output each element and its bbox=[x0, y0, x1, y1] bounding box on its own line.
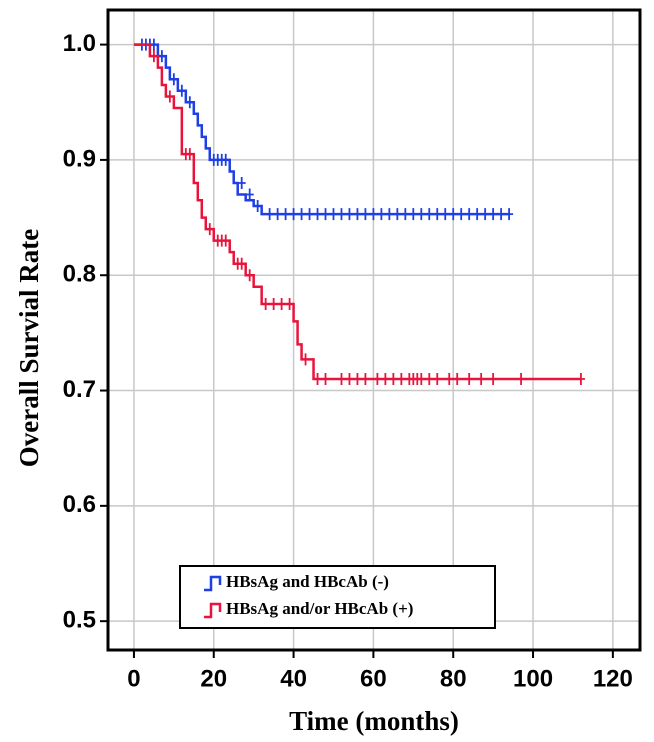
censor-mark bbox=[417, 208, 426, 221]
censor-mark bbox=[149, 50, 158, 63]
censor-mark bbox=[361, 208, 370, 221]
censor-mark bbox=[221, 234, 230, 247]
censor-mark bbox=[273, 208, 282, 221]
censor-mark bbox=[345, 373, 354, 386]
censor-mark bbox=[313, 208, 322, 221]
censor-mark bbox=[385, 208, 394, 221]
censor-mark bbox=[289, 208, 298, 221]
censor-mark bbox=[305, 208, 314, 221]
censor-mark bbox=[441, 208, 450, 221]
censor-mark bbox=[576, 373, 585, 386]
censor-mark bbox=[185, 148, 194, 161]
censor-mark bbox=[433, 373, 442, 386]
censor-mark bbox=[353, 208, 362, 221]
x-tick-label: 80 bbox=[440, 665, 467, 692]
y-tick-label: 0.9 bbox=[63, 145, 96, 172]
legend-icon bbox=[204, 602, 222, 619]
censor-mark bbox=[481, 208, 490, 221]
censor-mark bbox=[361, 373, 370, 386]
y-tick-label: 1.0 bbox=[63, 30, 96, 57]
censor-mark bbox=[345, 208, 354, 221]
y-tick-label: 0.8 bbox=[63, 261, 96, 288]
censor-mark bbox=[449, 208, 458, 221]
censor-mark bbox=[237, 257, 246, 270]
censor-mark bbox=[517, 373, 526, 386]
censor-mark bbox=[409, 208, 418, 221]
censor-mark bbox=[281, 208, 290, 221]
x-tick-label: 40 bbox=[280, 665, 307, 692]
censor-mark bbox=[285, 298, 294, 311]
censor-mark bbox=[337, 208, 346, 221]
censor-mark bbox=[417, 373, 426, 386]
censor-mark bbox=[165, 90, 174, 103]
censor-mark bbox=[321, 208, 330, 221]
censor-mark bbox=[489, 208, 498, 221]
censor-mark bbox=[377, 208, 386, 221]
censor-mark bbox=[497, 208, 506, 221]
censor-mark bbox=[177, 84, 186, 97]
censor-mark bbox=[169, 73, 178, 86]
censor-mark bbox=[157, 50, 166, 63]
censor-mark bbox=[381, 373, 390, 386]
x-tick-label: 120 bbox=[593, 665, 633, 692]
censor-mark bbox=[489, 373, 498, 386]
censor-mark bbox=[329, 208, 338, 221]
legend-label: HBsAg and/or HBcAb (+) bbox=[226, 599, 413, 618]
censor-mark bbox=[337, 373, 346, 386]
y-tick-label: 0.5 bbox=[63, 607, 96, 634]
censor-mark bbox=[505, 208, 514, 221]
legend-label: HBsAg and HBcAb (-) bbox=[226, 572, 389, 591]
censor-mark bbox=[253, 200, 262, 213]
x-tick-label: 0 bbox=[127, 665, 140, 692]
censor-mark bbox=[397, 373, 406, 386]
censor-mark bbox=[245, 188, 254, 201]
censor-mark bbox=[265, 208, 274, 221]
x-tick-label: 20 bbox=[200, 665, 227, 692]
censor-mark bbox=[297, 208, 306, 221]
survival-curve bbox=[133, 43, 510, 216]
censor-mark bbox=[245, 269, 254, 282]
censor-mark bbox=[445, 373, 454, 386]
censor-mark bbox=[433, 208, 442, 221]
plot-frame bbox=[106, 8, 642, 652]
legend-box bbox=[179, 565, 496, 629]
legend-icon bbox=[204, 575, 222, 592]
censor-mark bbox=[237, 176, 246, 189]
censor-mark bbox=[277, 298, 286, 311]
censor-mark bbox=[301, 353, 310, 366]
censor-mark bbox=[401, 208, 410, 221]
censor-mark bbox=[149, 38, 158, 51]
censor-mark bbox=[453, 373, 462, 386]
censor-mark bbox=[313, 373, 322, 386]
x-tick-label: 60 bbox=[360, 665, 387, 692]
y-axis-label: Overall Survial Rate bbox=[14, 229, 44, 467]
censor-mark bbox=[477, 373, 486, 386]
y-tick-label: 0.6 bbox=[63, 491, 96, 518]
censor-mark bbox=[321, 373, 330, 386]
censor-mark bbox=[353, 373, 362, 386]
censor-mark bbox=[465, 208, 474, 221]
x-axis-label: Time (months) bbox=[289, 706, 459, 736]
censor-mark bbox=[465, 373, 474, 386]
censor-mark bbox=[261, 298, 270, 311]
censor-mark bbox=[393, 208, 402, 221]
censor-mark bbox=[457, 208, 466, 221]
censor-mark bbox=[205, 223, 214, 236]
x-tick-label: 100 bbox=[513, 665, 553, 692]
censor-mark bbox=[269, 298, 278, 311]
censor-mark bbox=[473, 208, 482, 221]
censor-mark bbox=[369, 208, 378, 221]
censor-mark bbox=[185, 96, 194, 109]
censor-mark bbox=[425, 373, 434, 386]
censor-mark bbox=[221, 153, 230, 166]
censor-mark bbox=[373, 373, 382, 386]
censor-mark bbox=[425, 208, 434, 221]
y-tick-label: 0.7 bbox=[63, 376, 96, 403]
censor-mark bbox=[389, 373, 398, 386]
